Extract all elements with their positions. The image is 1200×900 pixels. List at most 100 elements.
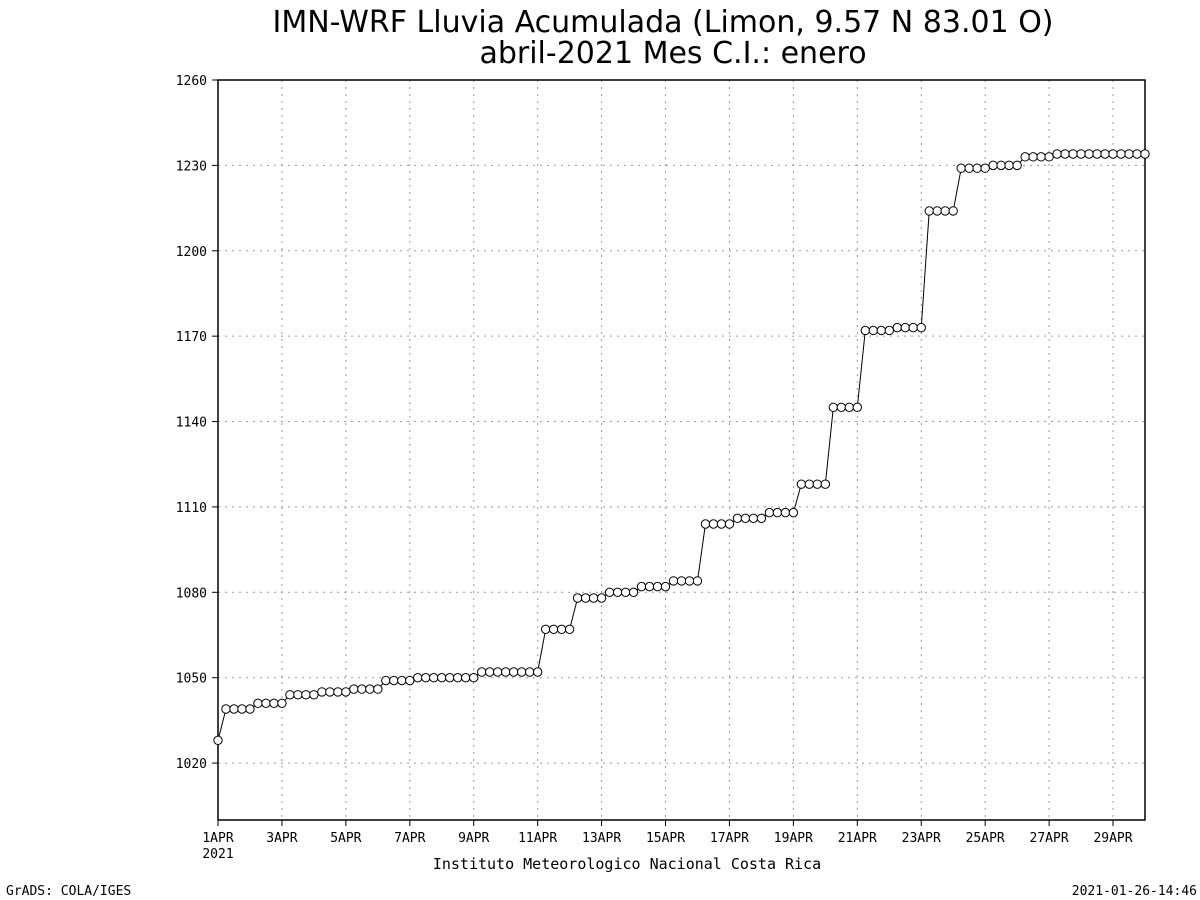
data-point bbox=[644, 581, 655, 592]
data-point bbox=[253, 698, 263, 709]
data-point bbox=[277, 698, 287, 709]
data-point bbox=[996, 160, 1006, 171]
data-point bbox=[341, 687, 351, 697]
data-point bbox=[389, 675, 399, 686]
x-tick-label: 25APR bbox=[966, 831, 1005, 846]
y-tick-label: 1020 bbox=[176, 757, 207, 772]
data-point bbox=[1092, 149, 1102, 159]
data-point bbox=[1084, 149, 1094, 159]
footer-left: GrADS: COLA/IGES bbox=[6, 884, 131, 899]
data-point bbox=[421, 672, 431, 683]
data-point bbox=[820, 479, 831, 489]
y-tick-label: 1080 bbox=[176, 586, 207, 601]
series-line bbox=[217, 153, 1145, 741]
data-point bbox=[916, 322, 926, 333]
data-point bbox=[317, 687, 327, 697]
data-point bbox=[365, 684, 375, 694]
data-point bbox=[245, 704, 255, 714]
data-point bbox=[540, 624, 551, 635]
data-point bbox=[453, 672, 463, 683]
data-point bbox=[293, 690, 303, 700]
data-point bbox=[221, 704, 231, 714]
data-point bbox=[229, 704, 239, 714]
data-point bbox=[612, 587, 623, 598]
data-point bbox=[1052, 149, 1062, 159]
data-point bbox=[373, 684, 383, 694]
data-point bbox=[572, 593, 583, 603]
data-point bbox=[860, 325, 870, 336]
data-point bbox=[620, 587, 631, 598]
data-point bbox=[732, 513, 743, 524]
data-point bbox=[908, 322, 918, 333]
data-point bbox=[500, 667, 511, 677]
x-tick-label: 9APR bbox=[458, 831, 489, 846]
data-point bbox=[964, 163, 974, 173]
data-point bbox=[1068, 149, 1078, 159]
data-point bbox=[524, 667, 535, 677]
data-point bbox=[812, 479, 823, 489]
data-point bbox=[1044, 152, 1054, 162]
data-point bbox=[660, 581, 671, 592]
data-point bbox=[461, 672, 471, 683]
y-tick-label: 1260 bbox=[176, 74, 207, 89]
data-point bbox=[868, 325, 878, 336]
data-point bbox=[764, 507, 775, 518]
data-point bbox=[588, 593, 599, 603]
x-tick-label: 15APR bbox=[646, 831, 685, 846]
data-point bbox=[628, 587, 639, 598]
x-tick-label: 27APR bbox=[1030, 831, 1069, 846]
data-point bbox=[828, 402, 839, 413]
data-point bbox=[413, 672, 423, 683]
x-tick-label: 11APR bbox=[518, 831, 557, 846]
data-point bbox=[285, 690, 295, 700]
x-tick-label: 13APR bbox=[582, 831, 621, 846]
data-point bbox=[708, 519, 719, 529]
data-point bbox=[1004, 160, 1014, 171]
data-point bbox=[668, 576, 679, 586]
plot-frame bbox=[217, 79, 1146, 821]
data-point bbox=[1100, 149, 1110, 159]
data-point bbox=[900, 322, 910, 333]
data-point bbox=[700, 519, 711, 529]
data-point bbox=[405, 675, 415, 686]
x-axis-label: Instituto Meteorologico Nacional Costa R… bbox=[433, 855, 821, 873]
data-point bbox=[1020, 152, 1030, 162]
y-tick-label: 1110 bbox=[176, 501, 207, 516]
series-accumulated-rain bbox=[213, 149, 1150, 746]
data-point bbox=[213, 735, 223, 746]
data-point bbox=[1076, 149, 1086, 159]
data-point bbox=[301, 690, 311, 700]
x-tick-label: 19APR bbox=[774, 831, 813, 846]
data-point bbox=[780, 507, 791, 518]
data-point bbox=[956, 163, 966, 173]
data-point bbox=[381, 675, 391, 686]
data-point bbox=[788, 507, 799, 518]
data-point bbox=[493, 667, 503, 677]
data-point bbox=[237, 704, 247, 714]
data-point bbox=[485, 667, 495, 677]
data-point bbox=[844, 402, 855, 413]
x-axis-year-label: 2021 bbox=[202, 847, 233, 862]
data-point bbox=[676, 576, 687, 586]
x-tick-label: 23APR bbox=[902, 831, 941, 846]
data-point bbox=[948, 206, 958, 216]
x-tick-label: 29APR bbox=[1093, 831, 1132, 846]
y-tick-label: 1140 bbox=[176, 416, 207, 431]
data-point bbox=[756, 513, 767, 524]
data-point bbox=[988, 160, 998, 171]
data-point bbox=[1124, 149, 1134, 159]
data-point bbox=[852, 402, 863, 413]
x-tick-label: 21APR bbox=[838, 831, 877, 846]
data-point bbox=[772, 507, 783, 518]
data-point bbox=[636, 581, 647, 592]
data-point bbox=[1140, 149, 1150, 159]
data-point bbox=[876, 325, 886, 336]
data-point bbox=[1132, 149, 1142, 159]
data-point bbox=[1036, 152, 1046, 162]
data-point bbox=[1108, 149, 1118, 159]
data-point bbox=[437, 672, 447, 683]
data-point bbox=[940, 206, 950, 216]
y-axis-ticks: 1020 1050 1080 1110 1140 1170 1200 1230 1260 bbox=[176, 74, 218, 772]
data-point bbox=[604, 587, 615, 598]
data-point bbox=[564, 624, 575, 635]
